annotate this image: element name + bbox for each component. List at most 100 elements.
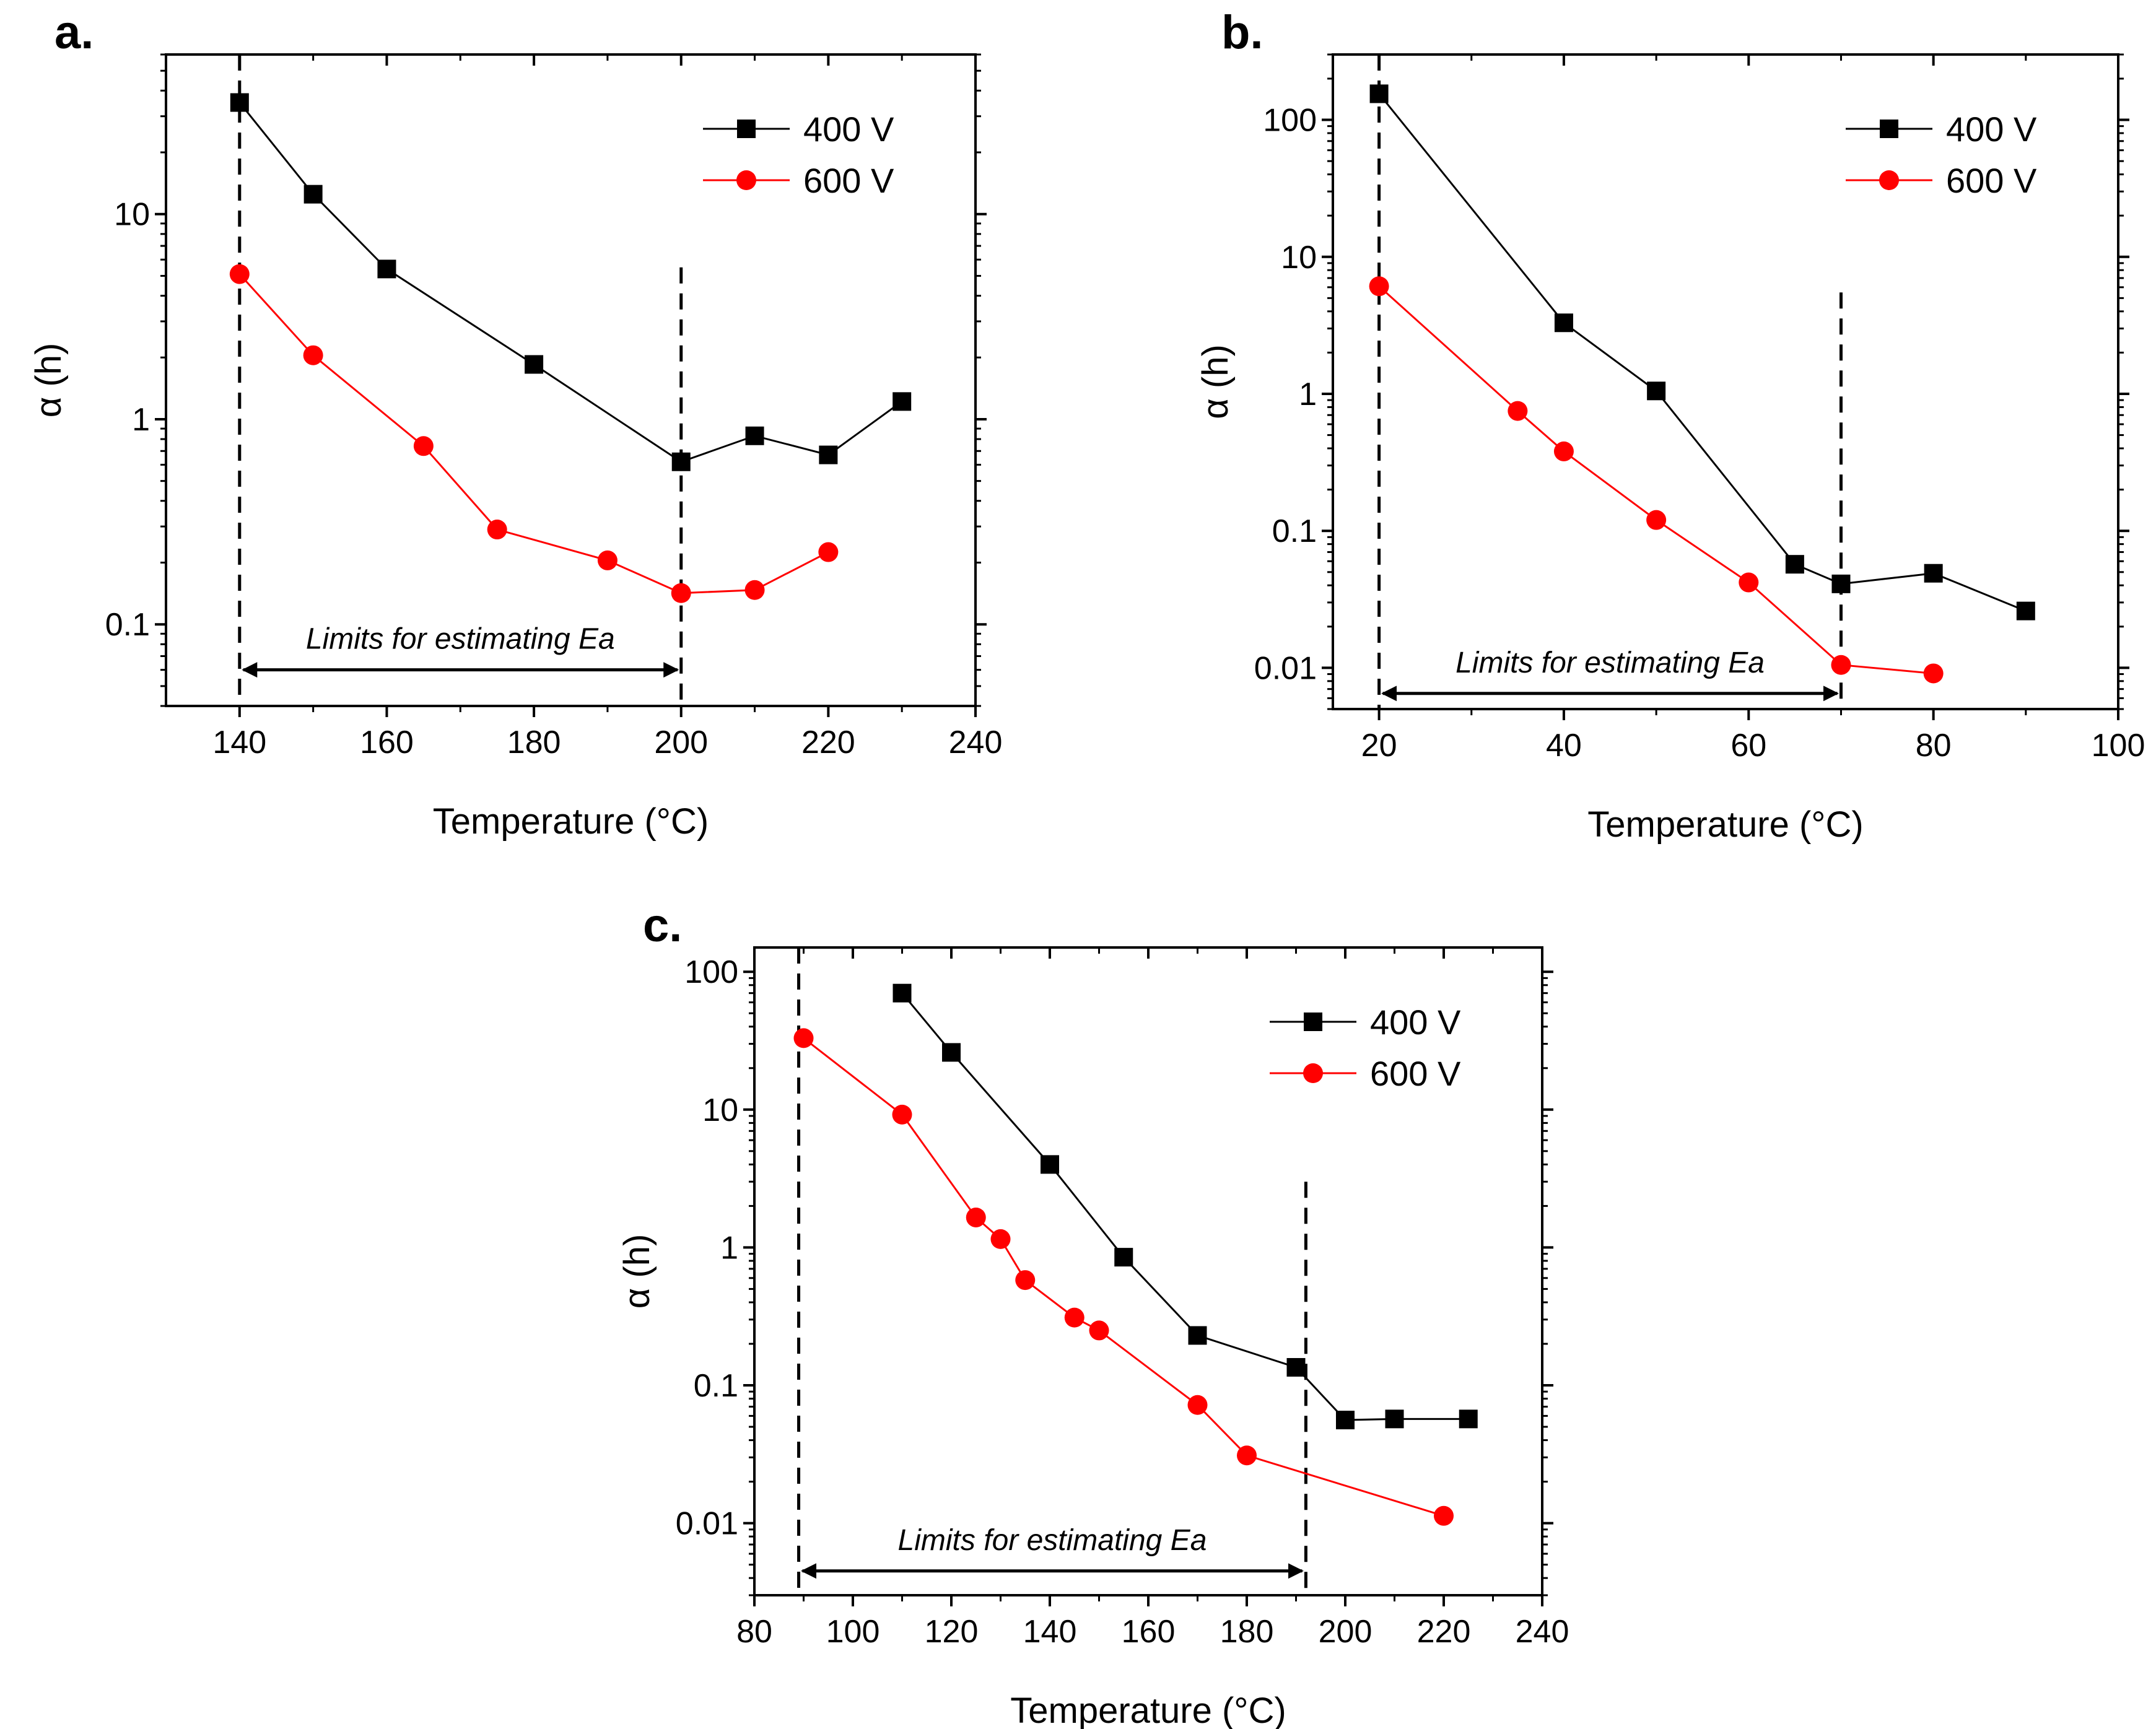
x-tick-label: 180	[1220, 1614, 1274, 1650]
y-tick-label: 1	[132, 402, 150, 438]
x-tick-label: 180	[507, 725, 561, 760]
x-tick-label: 220	[801, 725, 855, 760]
data-point	[1434, 1505, 1454, 1526]
data-point	[1459, 1409, 1478, 1429]
data-point	[1646, 510, 1667, 530]
legend-entry: 600 V	[703, 161, 894, 200]
y-tick-label: 0.1	[694, 1368, 738, 1404]
data-point	[893, 392, 912, 411]
data-point	[893, 983, 912, 1003]
y-tick-label: 10	[702, 1092, 738, 1128]
data-point	[1237, 1445, 1257, 1466]
chart-panel-a: 140 160 180 200 220 240 0.1 1 10 Temperature (°C)…	[28, 6, 1002, 842]
y-axis-title: α (h)	[1195, 344, 1236, 419]
x-tick-label: 200	[654, 725, 708, 760]
x-tick-label: 160	[1122, 1614, 1176, 1650]
data-point	[1785, 555, 1804, 574]
data-point	[990, 1229, 1011, 1249]
chart-panel-c: 80 100 120 140 160 180 200 220 240 0.01 0.1 1 10 100 T…	[617, 899, 1569, 1729]
series-400-v	[1369, 84, 2035, 621]
y-tick-label: 0.01	[676, 1506, 738, 1542]
legend-entry: 400 V	[1270, 1003, 1461, 1042]
x-tick-label: 80	[736, 1614, 772, 1650]
data-point	[1114, 1248, 1133, 1267]
y-tick-label: 1	[720, 1230, 738, 1266]
y-tick-label: 0.1	[105, 607, 150, 643]
legend-label: 400 V	[1946, 110, 2037, 149]
x-tick-label: 20	[1361, 728, 1397, 764]
data-point	[1739, 572, 1759, 593]
legend-label: 600 V	[1946, 161, 2037, 200]
data-point	[1831, 574, 1851, 593]
series-line	[803, 1037, 1444, 1517]
data-point	[1286, 1357, 1306, 1377]
x-tick-label: 240	[1516, 1614, 1569, 1650]
data-point	[1924, 564, 1943, 583]
x-tick-label: 240	[949, 725, 1003, 760]
x-axis-title: Temperature (°C)	[1010, 1691, 1286, 1729]
legend-marker	[737, 120, 756, 138]
x-tick-label: 200	[1319, 1614, 1373, 1650]
legend-label: 400 V	[1370, 1003, 1461, 1042]
legend-label: 600 V	[803, 161, 894, 200]
data-point	[1336, 1411, 1355, 1430]
y-tick-label: 100	[1263, 103, 1317, 139]
data-point	[525, 355, 544, 374]
data-point	[597, 550, 618, 570]
x-tick-label: 100	[826, 1614, 880, 1650]
data-point	[230, 93, 249, 112]
data-point	[1831, 655, 1851, 675]
data-point	[1553, 441, 1574, 461]
annotation-text: Limits for estimating Ea	[306, 623, 615, 656]
data-point	[1187, 1395, 1208, 1415]
data-point	[671, 452, 691, 471]
data-point	[966, 1207, 986, 1227]
data-point	[303, 345, 323, 365]
x-tick-label: 160	[360, 725, 414, 760]
legend-marker	[1303, 1063, 1323, 1083]
x-tick-label: 80	[1916, 728, 1952, 764]
plot-frame	[1332, 53, 2119, 710]
data-point	[413, 436, 434, 456]
data-point	[1554, 313, 1573, 333]
legend-marker	[1880, 120, 1898, 138]
data-point	[1188, 1326, 1207, 1345]
data-point	[1385, 1409, 1404, 1429]
series-600-v	[229, 264, 839, 603]
legend-marker	[1304, 1013, 1322, 1031]
panel-label: b.	[1221, 6, 1263, 59]
y-tick-label: 1	[1299, 377, 1317, 412]
legend-entry: 600 V	[1846, 161, 2037, 200]
series-line	[1378, 93, 2027, 612]
data-point	[1508, 401, 1528, 421]
chart-panel-b: 20 40 60 80 100 0.01 0.1 1 10 100 Temperature (°C)…	[1195, 6, 2145, 845]
plot-frame	[753, 946, 1543, 1596]
x-axis-title: Temperature (°C)	[433, 801, 709, 842]
data-point	[487, 520, 507, 540]
data-point	[793, 1028, 814, 1048]
legend-label: 400 V	[803, 110, 894, 149]
y-tick-label: 100	[684, 954, 738, 990]
annotation-text: Limits for estimating Ea	[1456, 647, 1765, 679]
legend-marker	[1879, 170, 1899, 190]
legend-entry: 400 V	[1846, 110, 2037, 149]
panel-label: c.	[643, 899, 682, 952]
y-axis-title: α (h)	[28, 343, 69, 418]
plot-frame	[165, 53, 977, 707]
legend-label: 600 V	[1370, 1054, 1461, 1093]
legend-marker	[736, 170, 756, 190]
data-point	[892, 1104, 912, 1125]
series-400-v	[230, 93, 912, 471]
annotation-text: Limits for estimating Ea	[898, 1524, 1207, 1557]
y-tick-label: 10	[1281, 240, 1317, 276]
series-600-v	[793, 1028, 1454, 1526]
series-400-v	[893, 983, 1478, 1430]
data-point	[2016, 601, 2035, 621]
data-point	[1369, 84, 1389, 103]
data-point	[1369, 276, 1389, 297]
data-point	[819, 445, 838, 464]
data-point	[818, 542, 839, 562]
y-tick-label: 0.1	[1272, 513, 1317, 549]
y-tick-label: 10	[114, 197, 150, 233]
data-point	[1041, 1155, 1059, 1174]
